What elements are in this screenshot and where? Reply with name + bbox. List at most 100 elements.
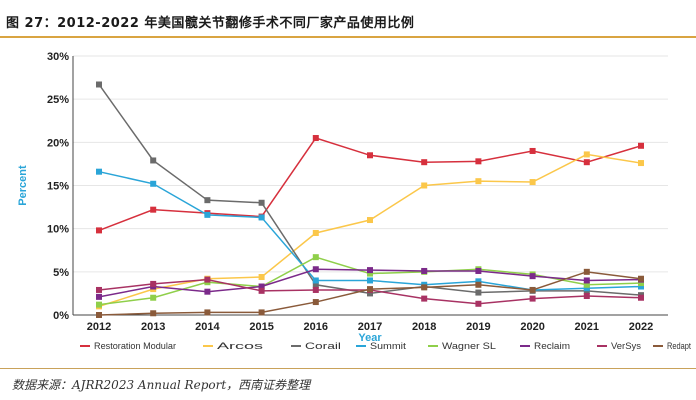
x-tick-label: 2015 (249, 321, 273, 333)
data-point (421, 267, 428, 274)
data-point (529, 147, 536, 154)
x-tick-label: 2012 (87, 321, 111, 333)
x-tick-label: 2014 (195, 321, 220, 333)
data-point (204, 276, 211, 283)
data-point (475, 278, 482, 285)
data-point (638, 160, 644, 167)
title-divider (0, 36, 696, 38)
data-point (312, 229, 319, 236)
data-point (583, 285, 590, 292)
axes: Year Percent (17, 56, 668, 344)
legend-label: Arcos (217, 341, 264, 351)
data-point (367, 286, 373, 293)
series-line (98, 84, 642, 296)
x-tick-label: 2017 (358, 321, 382, 333)
legend-item: Reclaim (520, 341, 570, 351)
y-tick-label: 10% (47, 224, 69, 236)
y-tick-labels: 0% 5% 10% 15% 20% 25% 30% (47, 51, 69, 322)
y-tick-label: 5% (53, 267, 69, 279)
data-point (312, 254, 319, 261)
x-tick-labels: 2012 2013 2014 2015 2016 2017 2018 2019 2020 2021… (87, 321, 653, 333)
data-point (96, 312, 102, 318)
data-point (583, 151, 590, 158)
data-point (367, 270, 373, 277)
data-point (150, 294, 157, 301)
legend-item: Restoration Modular (80, 341, 176, 351)
data-point (258, 287, 265, 294)
data-point (529, 273, 536, 280)
legend-label: Summit (370, 341, 407, 351)
grid-lines (73, 55, 668, 273)
series-line (98, 153, 642, 308)
x-tick-label: 2019 (466, 321, 490, 333)
data-point (367, 277, 373, 284)
legend-item: VerSys (597, 341, 642, 351)
data-point (583, 277, 590, 284)
legend-item: Arcos (203, 341, 264, 351)
x-tick-label: 2021 (575, 321, 599, 333)
data-point (204, 288, 211, 295)
data-point (367, 267, 373, 274)
x-tick-label: 2020 (520, 321, 544, 333)
data-point (96, 168, 102, 175)
data-point (421, 182, 428, 189)
data-point (421, 159, 428, 166)
data-point (312, 266, 319, 273)
series-lines (96, 81, 644, 318)
data-point (150, 310, 157, 317)
legend-label: Corail (305, 341, 341, 351)
legend-item: Wagner SL (428, 341, 496, 351)
x-tick-label: 2018 (412, 321, 436, 333)
series-redapt (96, 268, 644, 318)
data-point (475, 267, 482, 274)
data-point (475, 281, 482, 288)
x-tick-label: 2016 (304, 321, 328, 333)
data-point (367, 217, 373, 224)
y-tick-label: 25% (47, 94, 69, 106)
data-point (638, 142, 644, 149)
y-tick-label: 30% (47, 51, 69, 63)
data-point (312, 277, 319, 284)
footer-divider (0, 368, 696, 369)
x-tick-label: 2013 (141, 321, 165, 333)
data-point (96, 286, 102, 293)
series-corail (96, 81, 644, 299)
data-point (96, 293, 102, 300)
data-point (204, 211, 211, 218)
legend-label: Redapt (667, 341, 691, 351)
data-point (96, 81, 102, 88)
data-point (312, 286, 319, 293)
data-point (150, 180, 157, 187)
legend: Restoration Modular Arcos Corail Summit Wagn… (80, 341, 691, 351)
data-point (150, 157, 157, 164)
data-point (96, 227, 102, 234)
data-point (638, 283, 644, 290)
data-point (529, 295, 536, 302)
data-point (312, 281, 319, 288)
data-point (150, 280, 157, 287)
data-point (475, 158, 482, 165)
data-point (583, 281, 590, 288)
legend-label: Restoration Modular (94, 341, 176, 351)
data-point (312, 135, 319, 142)
data-point (638, 275, 644, 282)
legend-label: VerSys (611, 341, 642, 351)
data-point (583, 268, 590, 275)
data-point (367, 152, 373, 159)
data-point (258, 309, 265, 316)
figure-title: 图 27：2012-2022 年美国髋关节翻修手术不同厂家产品使用比例 (6, 16, 415, 31)
series-arcos (96, 151, 644, 310)
data-point (421, 284, 428, 291)
line-chart: Year Percent 0% 5% 10% 15% 20% 25% 30% 2012 2013… (17, 51, 691, 351)
data-point (204, 309, 211, 316)
y-tick-label: 0% (53, 310, 69, 322)
x-tick-label: 2022 (629, 321, 653, 333)
series-line (98, 137, 642, 232)
data-point (258, 214, 265, 221)
data-point (312, 299, 319, 306)
y-tick-label: 20% (47, 137, 69, 149)
data-point (258, 199, 265, 206)
data-point (475, 289, 482, 296)
data-point (638, 280, 644, 287)
source-note: 数据来源：AJRR2023 Annual Report，西南证券整理 (12, 378, 311, 392)
